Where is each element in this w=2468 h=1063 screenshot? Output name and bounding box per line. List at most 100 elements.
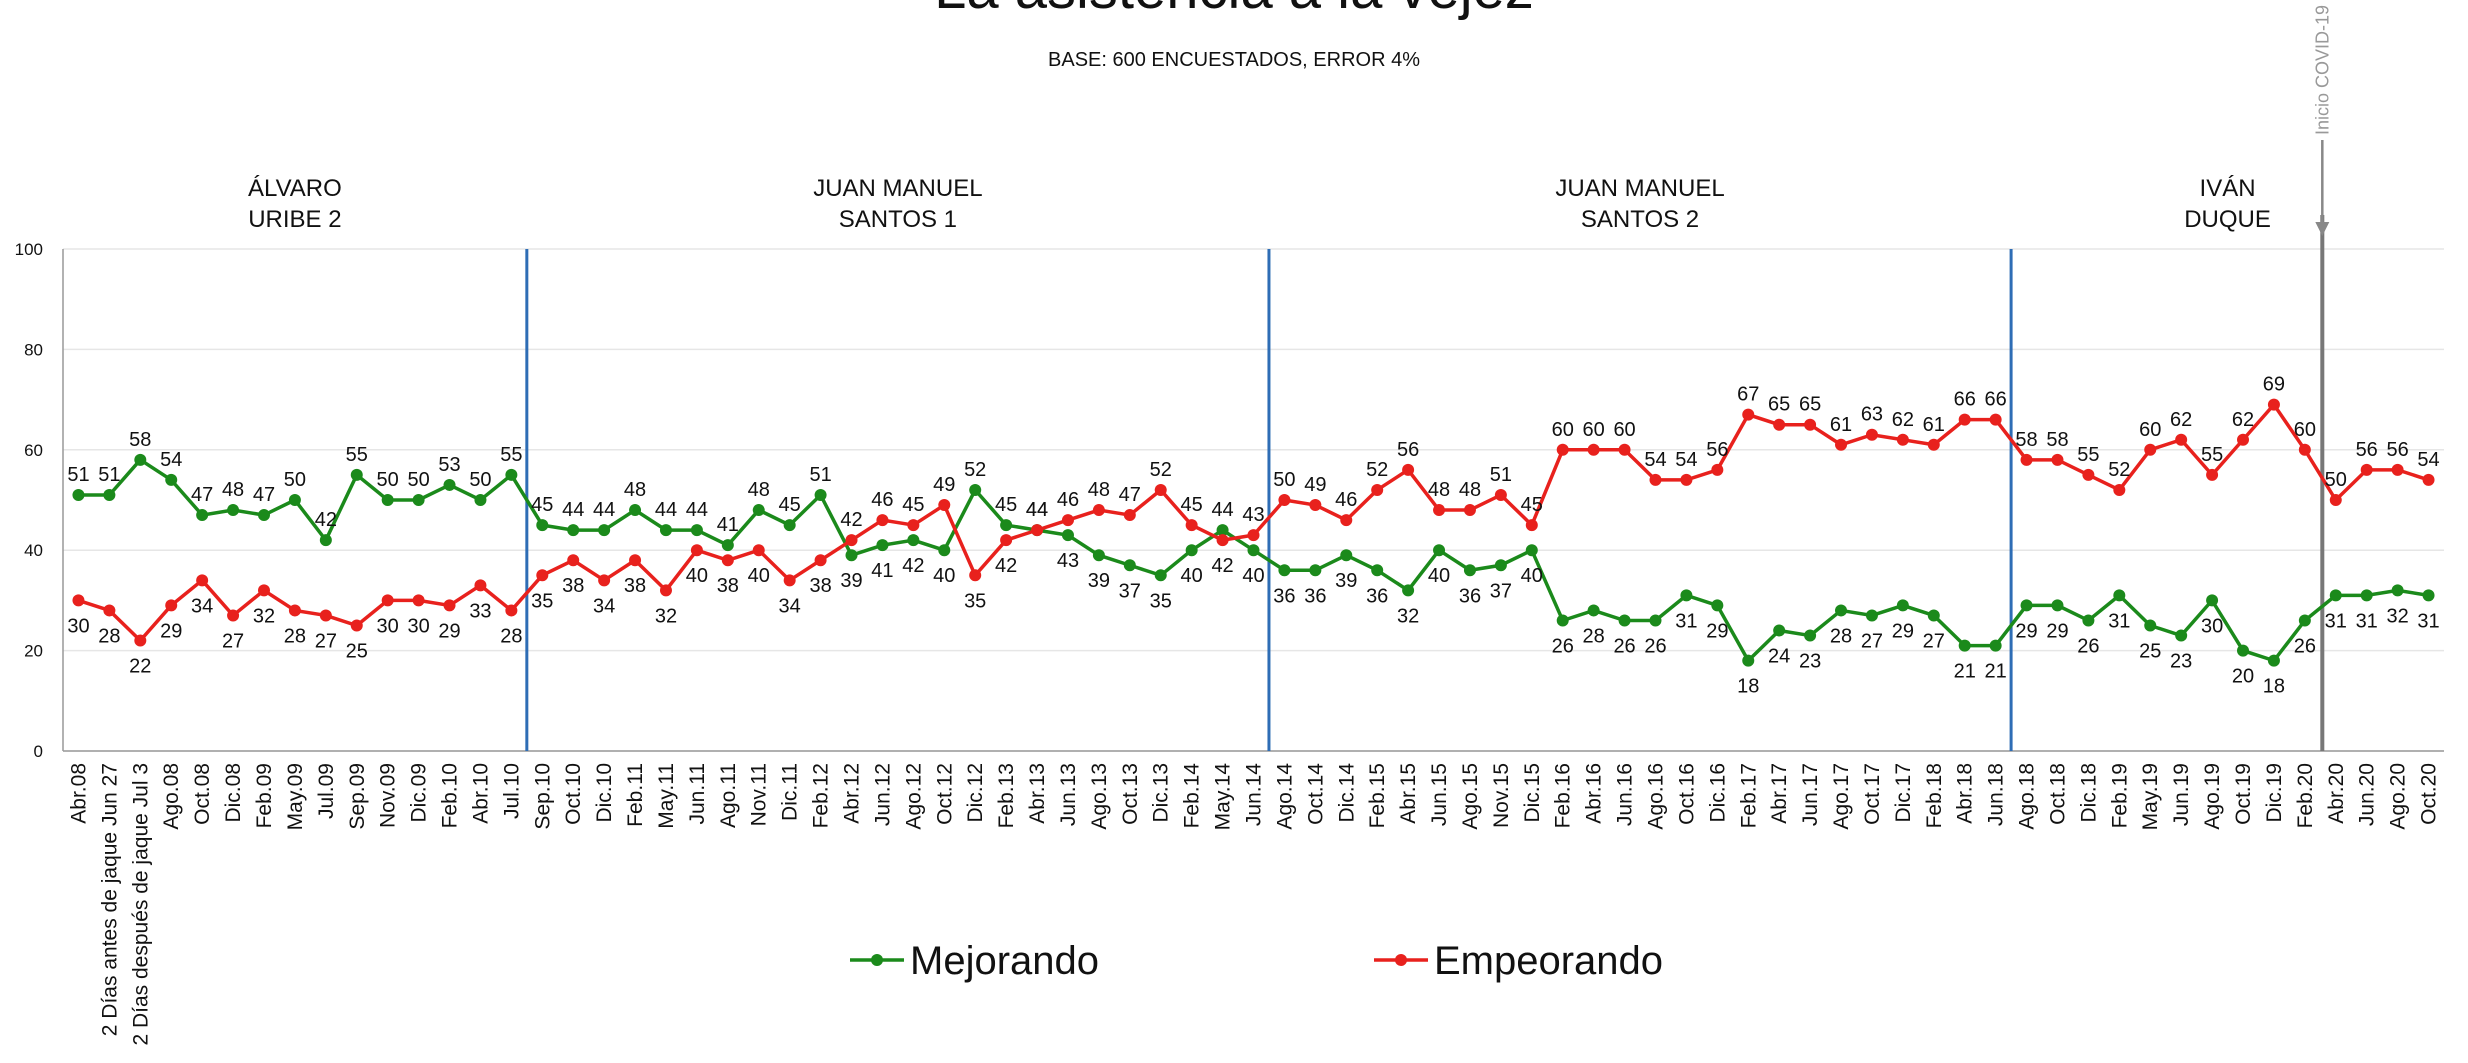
data-point [938,499,951,512]
data-point [2113,589,2126,602]
data-point [1711,599,1724,612]
data-point [907,519,920,532]
legend-label: Mejorando [910,939,1099,983]
x-tick-label: Feb.19 [2108,763,2131,828]
data-point [443,478,456,491]
data-point [1804,629,1817,642]
x-tick-label: Feb.13 [995,763,1018,828]
data-label: 40 [1521,565,1543,587]
data-label: 46 [871,489,893,511]
x-tick-label: Dic.18 [2077,763,2100,823]
data-point [2051,453,2064,466]
data-label: 62 [2170,409,2192,431]
data-label: 33 [469,600,491,622]
data-point [1000,519,1013,532]
data-label: 42 [1211,555,1233,577]
x-tick-label: Abr.10 [469,763,492,824]
data-label: 45 [1521,494,1543,516]
data-label: 60 [1583,419,1605,441]
data-point [659,524,672,537]
data-label: 45 [1181,494,1203,516]
data-label: 29 [2015,620,2037,642]
data-label: 42 [840,509,862,531]
data-point [1958,639,1971,652]
data-label: 55 [346,444,368,466]
data-label: 50 [284,469,306,491]
data-label: 38 [624,575,646,597]
data-label: 55 [2077,444,2099,466]
data-point [752,544,765,557]
data-point [567,524,580,537]
data-point [2298,614,2311,627]
data-point [1061,529,1074,542]
x-tick-label: Feb.12 [810,763,833,828]
data-label: 54 [1675,449,1697,471]
data-point [1865,609,1878,622]
x-tick-label: Ago.11 [717,763,740,828]
x-tick-label: Abr.18 [1954,763,1977,824]
data-point [721,539,734,552]
data-point [505,468,518,481]
x-tick-label: Sep.09 [346,763,369,830]
data-label: 40 [686,565,708,587]
data-point [629,554,642,567]
x-tick-label: Feb.15 [1366,763,1389,828]
period-label: IVÁN [2200,175,2256,202]
data-point [659,584,672,597]
data-label: 30 [67,615,89,637]
data-label: 61 [1923,414,1945,436]
x-tick-label: Oct.19 [2232,763,2255,825]
data-label: 45 [995,494,1017,516]
data-label: 28 [500,625,522,647]
data-point [72,488,85,501]
data-label: 31 [2108,610,2130,632]
x-tick-label: Dic.14 [1335,763,1358,823]
period-label: URIBE 2 [248,206,341,233]
data-point [598,574,611,587]
data-point [1061,514,1074,527]
data-label: 36 [1366,585,1388,607]
data-point [814,488,827,501]
data-label: 49 [1304,474,1326,496]
data-point [2175,629,2188,642]
data-point [1649,473,1662,486]
x-tick-label: Feb.17 [1737,763,1760,828]
data-point [1742,408,1755,421]
x-tick-label: Dic.09 [408,763,431,823]
data-point [1556,443,1569,456]
x-tick-label: Feb.11 [624,763,647,827]
data-label: 58 [2046,429,2068,451]
data-label: 60 [1613,419,1635,441]
data-label: 40 [933,565,955,587]
data-label: 28 [98,625,120,647]
data-label: 39 [840,570,862,592]
data-label: 27 [1923,630,1945,652]
data-point [1711,463,1724,476]
data-point [1123,559,1136,572]
data-label: 31 [2356,610,2378,632]
data-label: 44 [655,499,677,521]
data-label: 44 [562,499,584,521]
x-tick-label: May.11 [655,763,678,829]
x-tick-label: Jun.20 [2356,763,2379,826]
data-label: 69 [2263,374,2285,396]
data-label: 31 [2417,610,2439,632]
data-label: 53 [438,454,460,476]
data-point [1773,418,1786,431]
data-label: 18 [1737,676,1759,698]
x-tick-label: Oct.12 [933,763,956,825]
x-tick-label: Ago.15 [1459,763,1482,830]
data-point [381,494,394,506]
data-label: 23 [2170,651,2192,673]
x-tick-label: Dic.08 [222,763,245,823]
data-point [103,488,116,501]
data-label: 63 [1861,404,1883,426]
data-point [381,594,394,607]
data-point [1247,544,1260,557]
data-label: 61 [1830,414,1852,436]
data-label: 37 [1119,580,1141,602]
data-label: 30 [407,615,429,637]
x-tick-label: Jun.15 [1428,763,1451,826]
